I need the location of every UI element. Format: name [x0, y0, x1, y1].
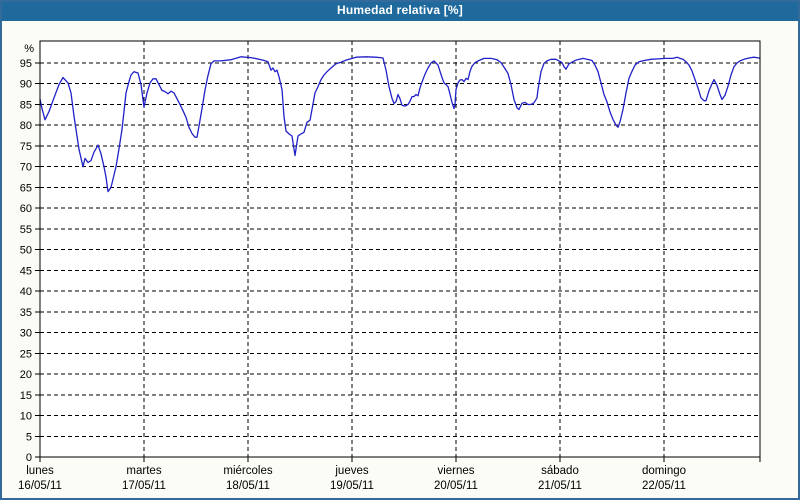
y-axis-unit-label: %: [24, 43, 34, 55]
x-day-label: viernes: [437, 465, 474, 477]
y-tick-label: 30: [20, 328, 32, 340]
x-date-label: 21/05/11: [538, 480, 582, 492]
x-date-label: 22/05/11: [642, 480, 686, 492]
y-tick-label: 80: [20, 120, 32, 132]
y-tick-label: 55: [20, 224, 32, 236]
window-title-bar: Humedad relativa [%]: [0, 0, 800, 21]
x-day-label: lunes: [26, 465, 54, 477]
y-tick-label: 50: [20, 245, 32, 257]
x-day-label: jueves: [334, 465, 368, 477]
y-tick-label: 20: [20, 369, 32, 381]
y-tick-label: 85: [20, 99, 32, 111]
chart-svg: 0 5 10 15 20 25 30 35 40 45 50 55 60 65 70 75 80 85 90 95% l…: [18, 40, 761, 492]
y-tick-label: 75: [20, 141, 32, 153]
x-date-label: 19/05/11: [330, 480, 374, 492]
x-day-label: martes: [126, 465, 161, 477]
window-title: Humedad relativa [%]: [336, 3, 464, 17]
x-date-label: 18/05/11: [226, 480, 270, 492]
y-tick-label: 25: [20, 348, 32, 360]
plot-area: [40, 41, 760, 457]
y-tick-label: 65: [20, 182, 32, 194]
y-tick-label: 10: [20, 411, 32, 423]
humidity-line: [39, 56, 761, 193]
y-tick-label: 0: [26, 452, 32, 464]
y-tick-label: 70: [20, 162, 32, 174]
x-day-label: domingo: [642, 465, 686, 477]
y-tick-label: 5: [26, 431, 32, 443]
y-tick-label: 45: [20, 265, 32, 277]
plot-border: [39, 40, 761, 458]
y-tick-label: 35: [20, 307, 32, 319]
y-tick-label: 40: [20, 286, 32, 298]
x-date-label: 17/05/11: [122, 480, 166, 492]
y-tick-label: 60: [20, 203, 32, 215]
y-tick-label: 15: [20, 390, 32, 402]
x-day-label: miércoles: [223, 465, 272, 477]
x-day-label: sábado: [541, 465, 579, 477]
x-date-label: 20/05/11: [434, 480, 478, 492]
x-date-label: 16/05/11: [18, 480, 62, 492]
y-tick-label: 90: [20, 79, 32, 91]
y-tick-label: 95: [20, 58, 32, 70]
